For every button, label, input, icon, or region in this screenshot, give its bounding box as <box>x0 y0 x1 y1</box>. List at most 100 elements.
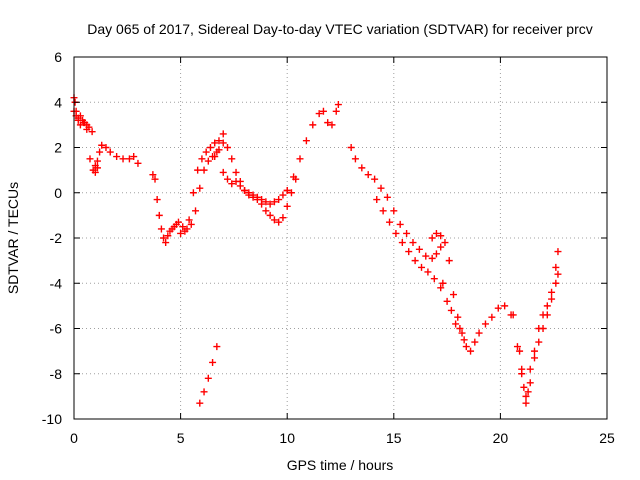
data-point <box>241 186 249 194</box>
data-point <box>266 211 274 219</box>
data-point <box>328 121 336 129</box>
data-point <box>187 220 195 228</box>
x-tick-label: 25 <box>599 430 615 446</box>
data-point <box>266 200 274 208</box>
data-point <box>441 239 449 247</box>
data-point <box>456 325 464 332</box>
data-point <box>319 107 327 115</box>
data-point <box>430 275 438 283</box>
data-point <box>379 207 387 215</box>
data-point <box>91 168 99 176</box>
data-point <box>149 171 157 179</box>
series-after-7h-b <box>219 168 291 208</box>
data-point <box>386 218 394 226</box>
data-point <box>392 229 400 237</box>
data-point <box>224 144 232 151</box>
x-tick-label: 20 <box>493 430 509 446</box>
data-point <box>236 182 244 190</box>
data-point <box>424 268 432 276</box>
data-point <box>439 279 447 287</box>
axis-ticks: 0 5 10 15 20 25 -10 -8 -6 -4 -2 0 2 4 6 <box>42 49 615 446</box>
data-point <box>151 175 159 183</box>
data-point <box>447 306 455 314</box>
data-point <box>287 189 295 197</box>
data-point <box>228 180 236 188</box>
series-descent-a <box>347 144 445 262</box>
chart-title: Day 065 of 2017, Sidereal Day-to-day VTE… <box>87 21 593 37</box>
data-point <box>189 189 197 197</box>
data-point <box>86 155 94 163</box>
data-point <box>518 370 526 378</box>
data-point <box>334 101 342 109</box>
data-point <box>290 173 298 181</box>
series-mid <box>149 130 227 247</box>
y-tick-label: -6 <box>50 321 63 337</box>
data-point <box>211 153 219 161</box>
data-point <box>219 130 227 138</box>
data-point <box>409 239 417 247</box>
data-point <box>449 291 457 299</box>
data-point <box>206 144 214 151</box>
data-point <box>454 313 462 321</box>
data-point <box>93 157 101 165</box>
data-point <box>232 177 240 185</box>
series-end-a <box>509 248 562 407</box>
data-point <box>80 119 88 127</box>
data-point <box>253 193 261 201</box>
data-point <box>531 347 539 355</box>
plot-frame <box>73 56 608 420</box>
x-tick-label: 15 <box>386 430 402 446</box>
data-point <box>501 302 509 310</box>
data-point <box>83 125 91 133</box>
data-point <box>309 121 317 129</box>
data-point <box>302 137 310 145</box>
data-point <box>232 168 240 176</box>
data-point <box>315 110 323 118</box>
data-point <box>177 229 185 237</box>
x-tick-label: 5 <box>177 430 185 446</box>
data-point <box>535 338 543 346</box>
data-point <box>170 223 178 231</box>
data-point <box>125 155 133 163</box>
data-point <box>488 313 496 321</box>
data-point <box>462 343 470 351</box>
data-point <box>164 232 172 240</box>
data-point <box>155 211 163 219</box>
data-point <box>209 358 217 366</box>
data-point <box>371 175 379 183</box>
y-tick-label: 2 <box>54 140 62 156</box>
data-point <box>358 164 366 172</box>
data-point <box>134 159 142 167</box>
grid <box>74 57 607 419</box>
data-point <box>179 223 187 231</box>
data-point <box>460 336 468 344</box>
data-point <box>200 166 208 174</box>
data-point <box>162 239 170 247</box>
data-point <box>437 232 445 240</box>
data-point <box>270 216 278 224</box>
data-point <box>88 128 96 136</box>
data-point <box>96 148 104 156</box>
data-points <box>70 94 562 407</box>
data-point <box>351 155 359 163</box>
data-point <box>522 392 530 400</box>
x-axis-title: GPS time / hours <box>287 457 394 473</box>
series-hump <box>428 229 515 355</box>
data-point <box>526 379 534 387</box>
data-point <box>219 139 227 147</box>
data-point <box>535 325 543 332</box>
x-tick-label: 10 <box>279 430 295 446</box>
data-point <box>524 388 532 396</box>
data-point <box>196 399 204 407</box>
data-point <box>196 184 204 192</box>
series-mid-b <box>166 148 221 235</box>
data-point <box>396 220 404 228</box>
data-point <box>332 107 340 115</box>
data-point <box>539 311 547 319</box>
data-point <box>283 186 291 194</box>
data-point <box>548 288 556 296</box>
data-point <box>554 248 562 256</box>
y-axis-title: SDTVAR / TECUs <box>5 182 21 294</box>
y-tick-label: 4 <box>54 94 62 110</box>
data-point <box>552 263 560 271</box>
